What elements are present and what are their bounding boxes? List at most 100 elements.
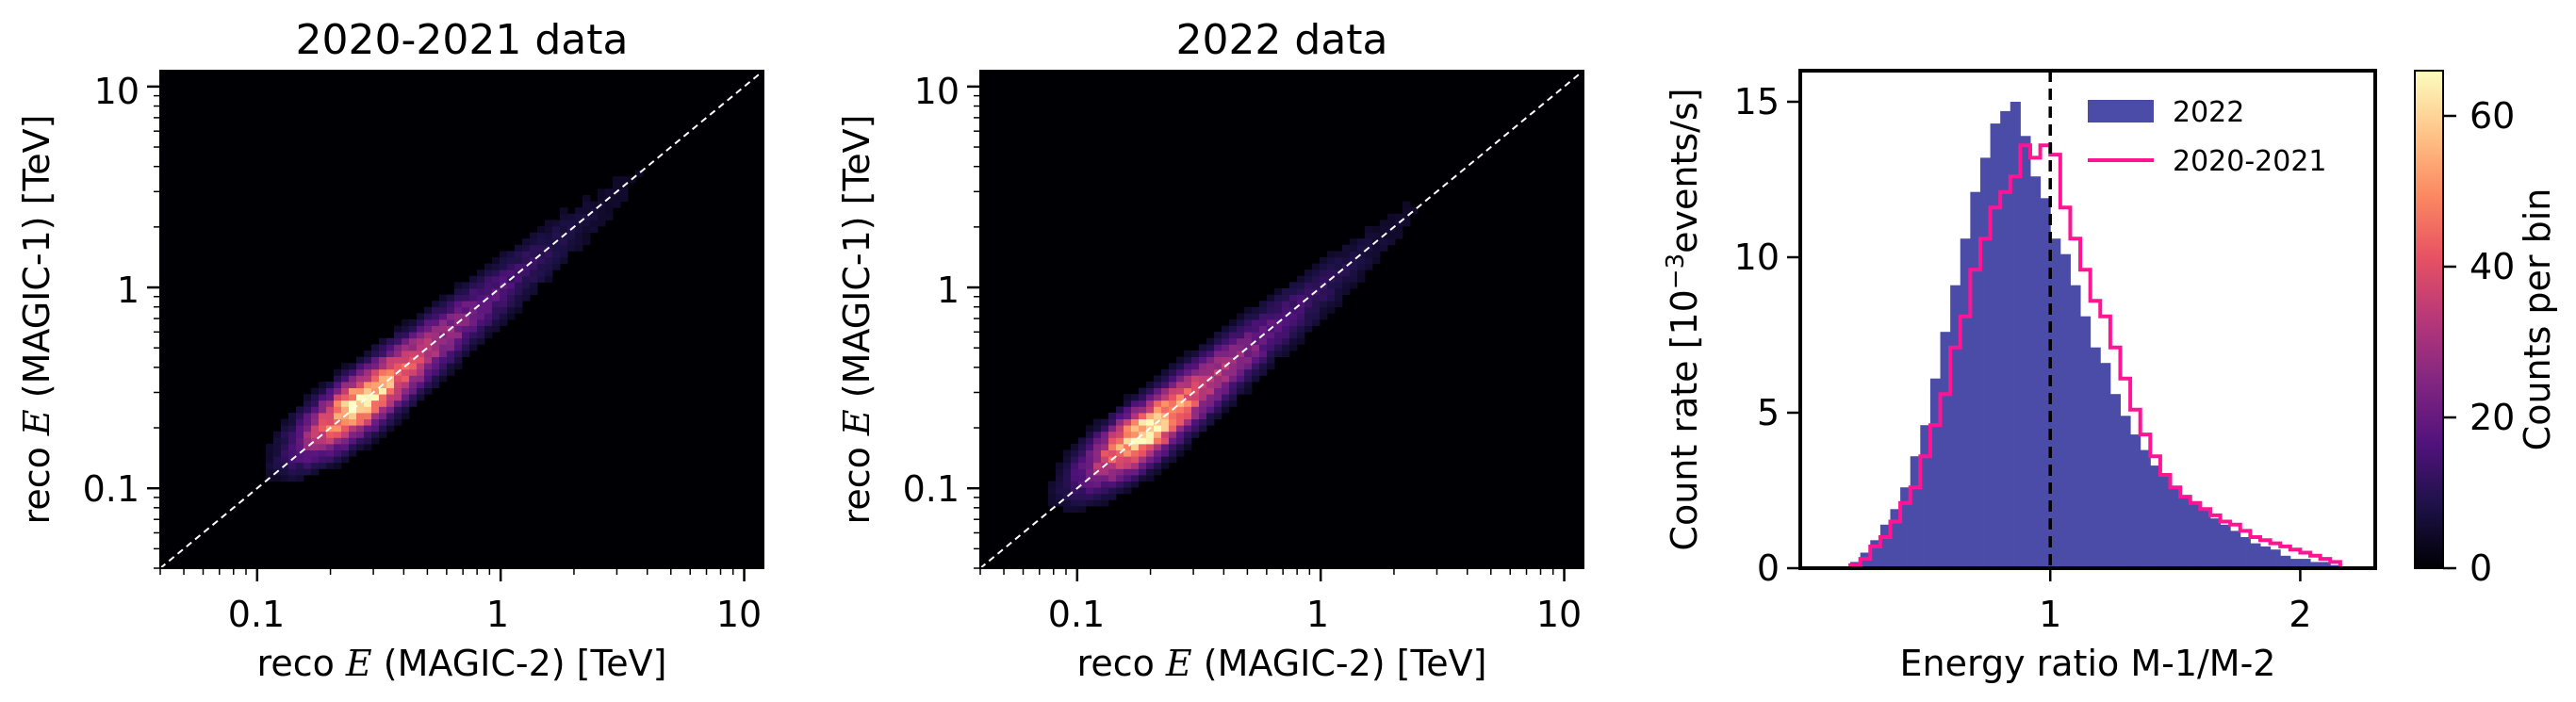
heatmap-cell (349, 449, 357, 457)
heatmap-cell (1116, 437, 1124, 445)
heatmap-cell (1093, 481, 1102, 488)
heatmap-cell (462, 344, 470, 351)
heatmap-cell (1108, 487, 1117, 495)
heatmap-cell (545, 257, 553, 264)
heatmap-cell (432, 344, 440, 351)
heatmap-cell (1244, 368, 1253, 376)
heatmap-cell (1403, 201, 1411, 208)
heatmap-cell (1116, 487, 1124, 495)
heatmap-cell (1342, 244, 1351, 252)
heatmap-cell (1214, 406, 1222, 414)
heatmap-cell (1214, 400, 1222, 407)
histogram-bar (2209, 518, 2222, 568)
histogram-bar (1979, 157, 1992, 568)
heatmap-cell (326, 418, 335, 426)
heatmap-cell (1063, 487, 1072, 495)
heatmap-cell (537, 269, 546, 277)
heatmap-cell (1267, 313, 1275, 320)
heatmap-cell (304, 425, 312, 433)
heatmap-cell (356, 425, 365, 433)
heatmap-cell (1154, 431, 1162, 438)
y-axis-label: Count rate [10−3events/s] (1662, 88, 1705, 550)
heatmap-cell (1131, 456, 1140, 464)
heatmap-cell (477, 275, 485, 283)
heatmap-cell (447, 363, 455, 370)
heatmap-cell (1131, 418, 1140, 426)
histogram-bar (2070, 285, 2081, 568)
heatmap-cell (1154, 394, 1162, 401)
heatmap-cell (1244, 351, 1253, 357)
heatmap-cell (409, 382, 418, 388)
heatmap-cell (1267, 363, 1275, 370)
heatmap-cell (432, 306, 440, 314)
heatmap-cell (545, 275, 553, 283)
heatmap-cell (439, 337, 448, 345)
heatmap-cell (379, 431, 387, 438)
heatmap-cell (1304, 325, 1313, 333)
heatmap-cell (1267, 306, 1275, 314)
plot-frame (979, 70, 1584, 569)
heatmap-cell (537, 244, 546, 252)
heatmap-cell (1229, 319, 1238, 326)
histogram-bar (2050, 238, 2061, 568)
heatmap-cell (439, 306, 448, 314)
heatmap-cell (371, 368, 380, 376)
heatmap-cell (364, 375, 372, 383)
heatmap-cell (500, 257, 508, 264)
heatmap-cell (477, 269, 485, 277)
histogram-bar (2180, 497, 2191, 568)
heatmap-cell (1093, 499, 1102, 507)
heatmap-cell (371, 406, 380, 414)
heatmap-cell (371, 431, 380, 438)
heatmap-cell (1350, 251, 1358, 258)
heatmap-cell (296, 437, 304, 445)
heatmap-cell (492, 269, 500, 277)
heatmap-cell (1222, 332, 1230, 339)
heatmap-cell (1229, 400, 1238, 407)
heatmap-cell (1335, 275, 1343, 283)
heatmap-cell (1350, 275, 1358, 283)
heatmap-cell (530, 244, 538, 252)
heatmap-cell (304, 456, 312, 464)
heatmap-cell (484, 294, 493, 302)
heatmap-cell (1259, 306, 1268, 314)
heatmap-cell (364, 387, 372, 395)
heatmap-cell (1078, 468, 1087, 476)
heatmap-cell (1154, 382, 1162, 388)
heatmap-cell (1169, 456, 1177, 464)
heatmap-cell (356, 400, 365, 407)
colorbar-tick-label: 0 (2469, 547, 2492, 589)
heatmap-cell (1222, 382, 1230, 388)
heatmap-cell (1304, 319, 1313, 326)
heatmap-cell (1199, 394, 1207, 401)
heatmap-cell (319, 425, 327, 433)
heatmap-cell (1320, 301, 1328, 308)
heatmap-cell (1304, 275, 1313, 283)
heatmap-cell (1252, 332, 1260, 339)
heatmap-cell (454, 313, 463, 320)
heatmap-cell (379, 406, 387, 414)
heatmap-cell (326, 400, 335, 407)
heatmap-cell (500, 269, 508, 277)
heatmap-cell (1169, 431, 1177, 438)
heatmap-cell (1161, 400, 1170, 407)
heatmap-cell (515, 301, 523, 308)
heatmap-cell (349, 387, 357, 395)
heatmap-cell (1252, 319, 1260, 326)
heatmap-cell (1214, 337, 1222, 345)
heatmap-cell (349, 425, 357, 433)
heatmap-cell (394, 382, 402, 388)
heatmap-cell (1237, 356, 1245, 364)
heatmap-cell (1093, 449, 1102, 457)
heatmap-cell (530, 269, 538, 277)
heatmap-cell (1101, 425, 1109, 433)
heatmap-cell (635, 170, 644, 177)
heatmap-cell (1124, 413, 1132, 419)
histogram-bar (1990, 123, 2001, 568)
heatmap-cell (341, 400, 350, 407)
heatmap-cell (1086, 449, 1094, 457)
heatmap-cell (432, 382, 440, 388)
heatmap-cell (1222, 351, 1230, 357)
heatmap-cell (605, 201, 614, 208)
